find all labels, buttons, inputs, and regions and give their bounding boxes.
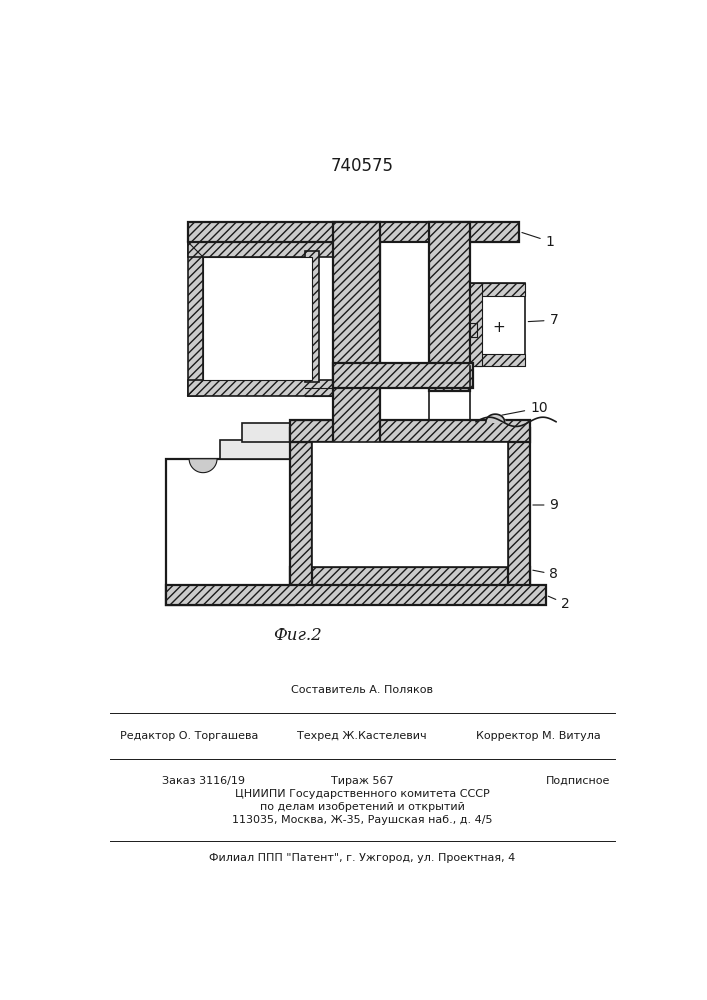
Text: Филиал ППП "Патент", г. Ужгород, ул. Проектная, 4: Филиал ППП "Патент", г. Ужгород, ул. Про… bbox=[209, 853, 515, 863]
Bar bbox=[305, 251, 320, 382]
Text: Составитель А. Поляков: Составитель А. Поляков bbox=[291, 685, 433, 695]
Bar bbox=[469, 323, 477, 337]
Bar bbox=[187, 242, 335, 257]
Text: Подписное: Подписное bbox=[546, 776, 610, 786]
Bar bbox=[290, 567, 530, 588]
Text: по делам изобретений и открытий: по делам изобретений и открытий bbox=[259, 802, 464, 812]
Bar bbox=[220, 440, 296, 459]
Bar bbox=[187, 222, 519, 242]
Bar bbox=[290, 420, 530, 442]
Text: Фиг.2: Фиг.2 bbox=[273, 627, 322, 644]
Bar bbox=[166, 459, 293, 605]
Bar bbox=[333, 363, 473, 388]
Text: ЦНИИПИ Государственного комитета СССР: ЦНИИПИ Государственного комитета СССР bbox=[235, 789, 489, 799]
Text: 1: 1 bbox=[522, 233, 554, 249]
Text: Заказ 3116/19: Заказ 3116/19 bbox=[162, 776, 245, 786]
Bar bbox=[187, 242, 203, 396]
Bar bbox=[203, 257, 312, 380]
Text: Корректор М. Витула: Корректор М. Витула bbox=[476, 731, 600, 741]
Bar bbox=[380, 376, 429, 388]
Text: 10: 10 bbox=[502, 401, 548, 415]
Text: 740575: 740575 bbox=[330, 157, 394, 175]
Bar bbox=[312, 442, 508, 567]
Text: Тираж 567: Тираж 567 bbox=[331, 776, 393, 786]
Bar bbox=[469, 354, 525, 366]
Text: Техред Ж.Кастелевич: Техред Ж.Кастелевич bbox=[297, 731, 427, 741]
Bar bbox=[333, 222, 380, 453]
Bar bbox=[242, 423, 298, 442]
Bar bbox=[469, 283, 525, 296]
Bar bbox=[469, 283, 482, 366]
Bar bbox=[508, 428, 530, 588]
Text: +: + bbox=[493, 320, 506, 335]
Bar bbox=[469, 283, 525, 366]
Text: 9: 9 bbox=[533, 498, 559, 512]
Bar bbox=[187, 380, 335, 396]
Text: 2: 2 bbox=[548, 596, 570, 611]
Bar bbox=[290, 428, 312, 588]
Text: 8: 8 bbox=[533, 567, 559, 581]
Bar bbox=[380, 242, 429, 376]
Bar bbox=[429, 222, 469, 391]
Text: 7: 7 bbox=[528, 313, 559, 327]
Polygon shape bbox=[189, 459, 217, 473]
Text: 113035, Москва, Ж-35, Раушская наб., д. 4/5: 113035, Москва, Ж-35, Раушская наб., д. … bbox=[232, 815, 492, 825]
Text: Редактор О. Торгашева: Редактор О. Торгашева bbox=[120, 731, 258, 741]
Bar bbox=[166, 585, 546, 605]
